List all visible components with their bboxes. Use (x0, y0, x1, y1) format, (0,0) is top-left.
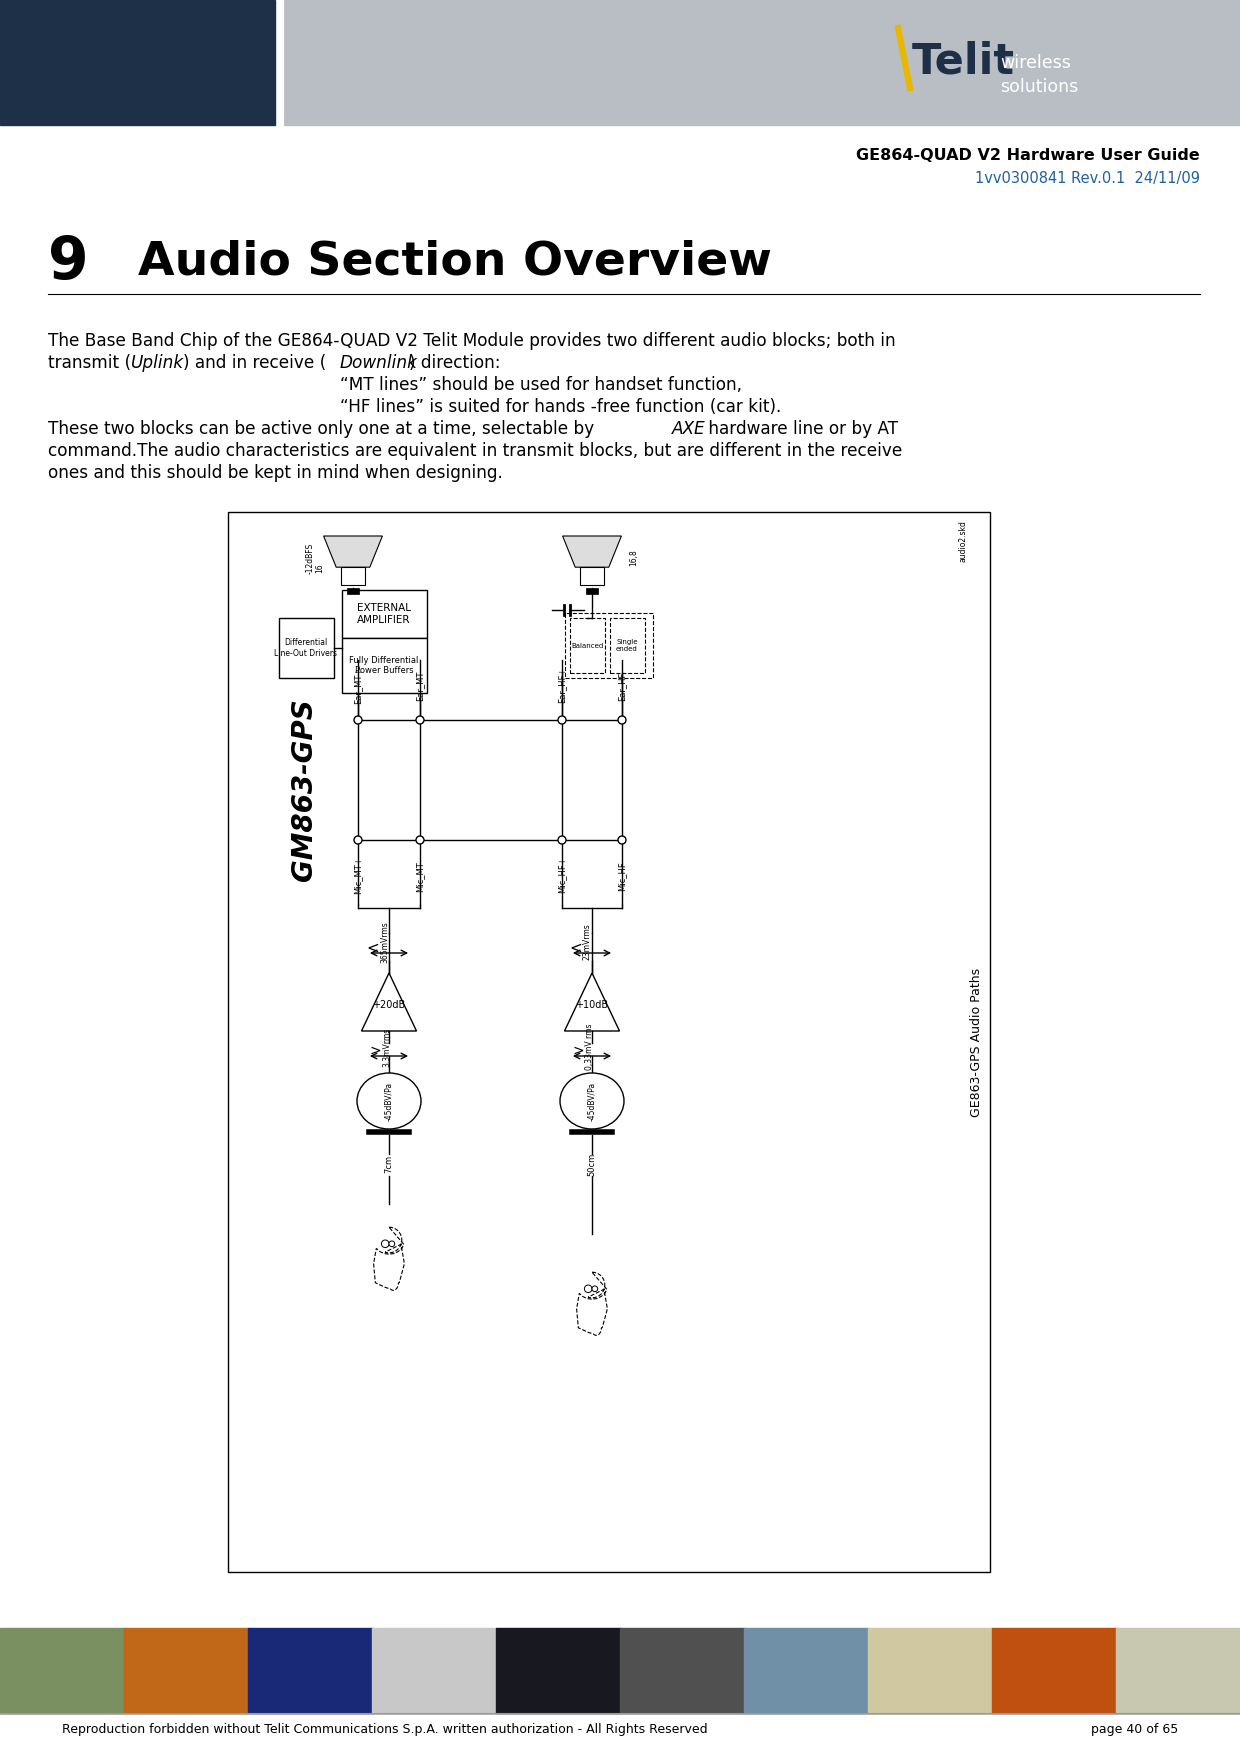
Text: “MT lines” should be used for handset function,: “MT lines” should be used for handset fu… (340, 376, 742, 395)
Text: Mic_HF+: Mic_HF+ (558, 856, 567, 893)
Polygon shape (564, 972, 620, 1030)
Text: ones and this should be kept in mind when designing.: ones and this should be kept in mind whe… (48, 463, 503, 483)
Text: wireless
solutions: wireless solutions (999, 54, 1079, 97)
Text: Single
ended: Single ended (616, 639, 637, 653)
Text: Mic_MT-: Mic_MT- (415, 858, 424, 892)
Text: -12dBFS: -12dBFS (305, 542, 315, 574)
Text: Fully Differential
Power Buffers: Fully Differential Power Buffers (350, 656, 419, 676)
Polygon shape (362, 972, 417, 1030)
Bar (610, 618, 645, 672)
Circle shape (618, 716, 626, 725)
Bar (620, 1629, 745, 1713)
Text: GE864-QUAD V2 Hardware User Guide: GE864-QUAD V2 Hardware User Guide (857, 147, 1200, 163)
Text: 9: 9 (48, 233, 88, 291)
Text: 1vv0300841 Rev.0.1  24/11/09: 1vv0300841 Rev.0.1 24/11/09 (975, 170, 1200, 186)
Text: Uplink: Uplink (130, 355, 184, 372)
Bar (279, 618, 334, 677)
Text: Balanced: Balanced (570, 642, 603, 649)
Circle shape (353, 716, 362, 725)
Bar (341, 590, 427, 639)
Circle shape (558, 835, 565, 844)
Text: transmit (: transmit ( (48, 355, 131, 372)
Text: audio2.skd: audio2.skd (959, 519, 968, 562)
Text: Ear_HF-: Ear_HF- (618, 669, 626, 702)
Polygon shape (373, 1227, 404, 1290)
Text: 16: 16 (315, 563, 325, 572)
Circle shape (382, 1241, 389, 1248)
Polygon shape (563, 535, 621, 567)
Bar (496, 1629, 621, 1713)
Circle shape (415, 835, 424, 844)
Text: 0,33mV rms: 0,33mV rms (585, 1023, 594, 1071)
Bar (992, 1629, 1117, 1713)
Bar (248, 1629, 373, 1713)
Text: Audio Section Overview: Audio Section Overview (138, 239, 771, 284)
Text: -45dBV/Pa: -45dBV/Pa (588, 1081, 596, 1120)
Text: ) direction:: ) direction: (409, 355, 501, 372)
Text: hardware line or by AT: hardware line or by AT (703, 419, 898, 439)
Text: 7cm: 7cm (384, 1155, 393, 1172)
Bar (0, 0, 275, 125)
Polygon shape (577, 1272, 608, 1336)
Bar (341, 639, 427, 693)
Circle shape (591, 1286, 598, 1292)
Circle shape (415, 716, 424, 725)
Text: Telit: Telit (911, 40, 1016, 82)
Circle shape (584, 1285, 591, 1293)
Text: -45dBV/Pa: -45dBV/Pa (384, 1081, 393, 1120)
Text: Ear_MT-: Ear_MT- (415, 669, 424, 702)
Text: EXTERNAL
AMPLIFIER: EXTERNAL AMPLIFIER (357, 604, 410, 625)
Bar (341, 567, 365, 586)
Text: Ear_MT+: Ear_MT+ (353, 667, 362, 704)
Bar (347, 588, 360, 595)
Text: Mic_HF-: Mic_HF- (618, 858, 626, 892)
Text: Ear_HF+: Ear_HF+ (558, 667, 567, 704)
Bar (281, 0, 1240, 125)
Text: Mic_MT+: Mic_MT+ (353, 856, 362, 893)
Circle shape (618, 835, 626, 844)
Bar (585, 588, 599, 595)
Text: >: > (370, 1044, 381, 1058)
Text: 365mVrms: 365mVrms (379, 921, 389, 963)
Circle shape (389, 1241, 394, 1246)
Text: “HF lines” is suited for hands -free function (car kit).: “HF lines” is suited for hands -free fun… (340, 398, 781, 416)
Bar (744, 1629, 869, 1713)
Text: 3,3mVrms: 3,3mVrms (382, 1027, 391, 1067)
Text: page 40 of 65: page 40 of 65 (1091, 1723, 1178, 1736)
Bar (1116, 1629, 1240, 1713)
Ellipse shape (560, 1072, 624, 1128)
Text: 50cm: 50cm (588, 1153, 596, 1176)
Text: <: < (366, 941, 379, 955)
Text: Differential
Line-Out Drivers: Differential Line-Out Drivers (274, 639, 337, 658)
Text: <: < (569, 941, 582, 955)
Bar (124, 1629, 249, 1713)
Text: >: > (573, 1044, 584, 1058)
Ellipse shape (357, 1072, 422, 1128)
Bar (564, 612, 652, 677)
Polygon shape (324, 535, 382, 567)
Text: command.The audio characteristics are equivalent in transmit blocks, but are dif: command.The audio characteristics are eq… (48, 442, 903, 460)
Text: 23mVrms: 23mVrms (583, 923, 591, 960)
Text: Downlink: Downlink (340, 355, 418, 372)
Text: AXE: AXE (672, 419, 706, 439)
Text: Reproduction forbidden without Telit Communications S.p.A. written authorization: Reproduction forbidden without Telit Com… (62, 1723, 708, 1736)
Bar (569, 618, 605, 672)
Bar (868, 1629, 993, 1713)
Text: The Base Band Chip of the GE864-QUAD V2 Telit Module provides two different audi: The Base Band Chip of the GE864-QUAD V2 … (48, 332, 895, 349)
Bar (372, 1629, 497, 1713)
Text: 16,8: 16,8 (630, 549, 639, 567)
Text: +10dB: +10dB (575, 1000, 609, 1009)
Circle shape (353, 835, 362, 844)
Text: These two blocks can be active only one at a time, selectable by: These two blocks can be active only one … (48, 419, 599, 439)
Text: ) and in receive (: ) and in receive ( (184, 355, 326, 372)
Text: GE863-GPS Audio Paths: GE863-GPS Audio Paths (970, 967, 982, 1116)
Text: +20dB: +20dB (372, 1000, 405, 1009)
Bar (0, 1629, 125, 1713)
Text: GM863-GPS: GM863-GPS (290, 698, 317, 881)
Bar (580, 567, 604, 586)
Circle shape (558, 716, 565, 725)
Bar (228, 512, 990, 1572)
